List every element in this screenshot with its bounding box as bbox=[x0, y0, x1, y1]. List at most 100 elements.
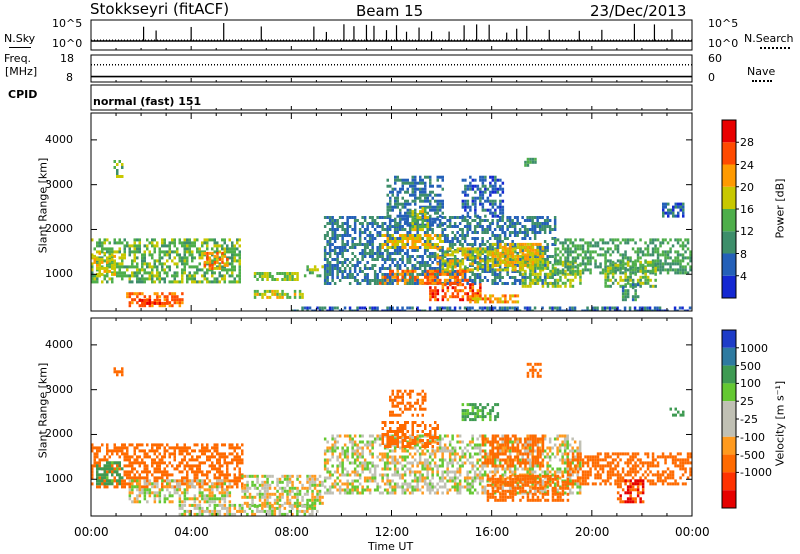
data-cell bbox=[193, 449, 196, 453]
data-cell bbox=[461, 243, 464, 246]
data-cell bbox=[389, 196, 392, 200]
data-cell bbox=[586, 309, 589, 311]
data-cell bbox=[579, 262, 582, 266]
data-cell bbox=[454, 262, 457, 266]
data-cell bbox=[519, 260, 522, 264]
data-cell bbox=[228, 506, 232, 510]
data-cell bbox=[208, 263, 212, 267]
data-cell bbox=[529, 160, 532, 164]
data-cell bbox=[441, 286, 445, 290]
data-cell bbox=[216, 503, 219, 507]
data-cell bbox=[236, 259, 239, 263]
data-cell bbox=[396, 237, 399, 240]
data-cell bbox=[441, 269, 444, 273]
data-cell bbox=[256, 474, 259, 478]
data-cell bbox=[478, 273, 482, 276]
data-cell bbox=[686, 238, 690, 242]
data-cell bbox=[418, 246, 422, 249]
data-cell bbox=[256, 289, 259, 293]
data-cell bbox=[111, 452, 114, 456]
data-cell bbox=[141, 268, 144, 272]
data-cell bbox=[546, 255, 549, 258]
data-cell bbox=[501, 214, 505, 218]
data-cell bbox=[614, 247, 617, 251]
data-cell bbox=[136, 250, 139, 254]
data-cell bbox=[509, 297, 512, 301]
data-cell bbox=[463, 237, 467, 240]
data-cell bbox=[331, 234, 334, 237]
data-cell bbox=[231, 443, 234, 447]
data-cell bbox=[258, 272, 262, 275]
data-cell bbox=[91, 238, 94, 242]
data-cell bbox=[311, 271, 314, 275]
data-cell bbox=[621, 260, 625, 264]
data-cell bbox=[609, 247, 612, 251]
data-cell bbox=[181, 449, 184, 453]
data-cell bbox=[481, 265, 485, 269]
data-cell bbox=[258, 498, 262, 502]
data-cell bbox=[121, 482, 124, 486]
data-cell bbox=[639, 278, 642, 282]
data-cell bbox=[539, 266, 542, 270]
data-cell bbox=[348, 267, 352, 270]
data-cell bbox=[113, 446, 116, 450]
data-cell bbox=[101, 467, 104, 471]
data-cell bbox=[211, 247, 214, 251]
data-cell bbox=[601, 306, 604, 310]
data-cell bbox=[609, 268, 612, 272]
data-cell bbox=[186, 241, 189, 245]
data-cell bbox=[198, 464, 201, 468]
data-cell bbox=[376, 273, 379, 276]
data-cell bbox=[468, 309, 472, 311]
data-cell bbox=[434, 211, 437, 215]
data-cell bbox=[483, 276, 487, 279]
data-cell bbox=[604, 253, 607, 257]
data-cell bbox=[198, 488, 202, 492]
data-cell bbox=[554, 259, 557, 263]
data-cell bbox=[491, 184, 495, 188]
data-cell bbox=[408, 255, 412, 258]
data-cell bbox=[468, 258, 472, 261]
data-cell bbox=[153, 244, 156, 248]
data-cell bbox=[218, 482, 222, 486]
data-cell bbox=[396, 269, 399, 273]
data-cell bbox=[213, 250, 216, 254]
data-cell bbox=[118, 241, 121, 245]
data-cell bbox=[288, 278, 292, 281]
data-cell bbox=[166, 274, 169, 278]
freq-frame bbox=[90, 54, 693, 83]
data-cell bbox=[356, 243, 359, 246]
data-cell bbox=[566, 238, 570, 242]
data-cell bbox=[221, 455, 224, 459]
data-cell bbox=[618, 309, 622, 311]
data-cell bbox=[523, 306, 527, 310]
data-cell bbox=[126, 464, 129, 468]
data-cell bbox=[609, 259, 612, 263]
data-cell bbox=[441, 240, 444, 243]
data-cell bbox=[682, 205, 685, 209]
data-cell bbox=[301, 295, 304, 299]
data-cell bbox=[231, 271, 234, 275]
data-cell bbox=[662, 208, 665, 212]
data-cell bbox=[158, 488, 162, 492]
data-cell bbox=[434, 292, 437, 296]
data-cell bbox=[151, 256, 154, 260]
data-cell bbox=[453, 216, 457, 219]
cpid-panel bbox=[90, 84, 693, 111]
data-cell bbox=[386, 243, 389, 246]
data-cell bbox=[258, 483, 262, 487]
data-cell bbox=[411, 190, 414, 194]
data-cell bbox=[236, 464, 239, 468]
data-cell bbox=[623, 306, 627, 310]
data-cell bbox=[466, 243, 469, 246]
data-cell bbox=[499, 254, 502, 258]
data-cell bbox=[478, 267, 482, 270]
data-cell bbox=[426, 243, 429, 246]
data-cell bbox=[499, 178, 502, 182]
data-cell bbox=[373, 309, 377, 311]
data-cell bbox=[228, 280, 231, 284]
data-cell bbox=[181, 259, 184, 263]
data-cell bbox=[436, 281, 439, 285]
data-cell bbox=[661, 262, 665, 266]
data-cell bbox=[386, 309, 389, 311]
